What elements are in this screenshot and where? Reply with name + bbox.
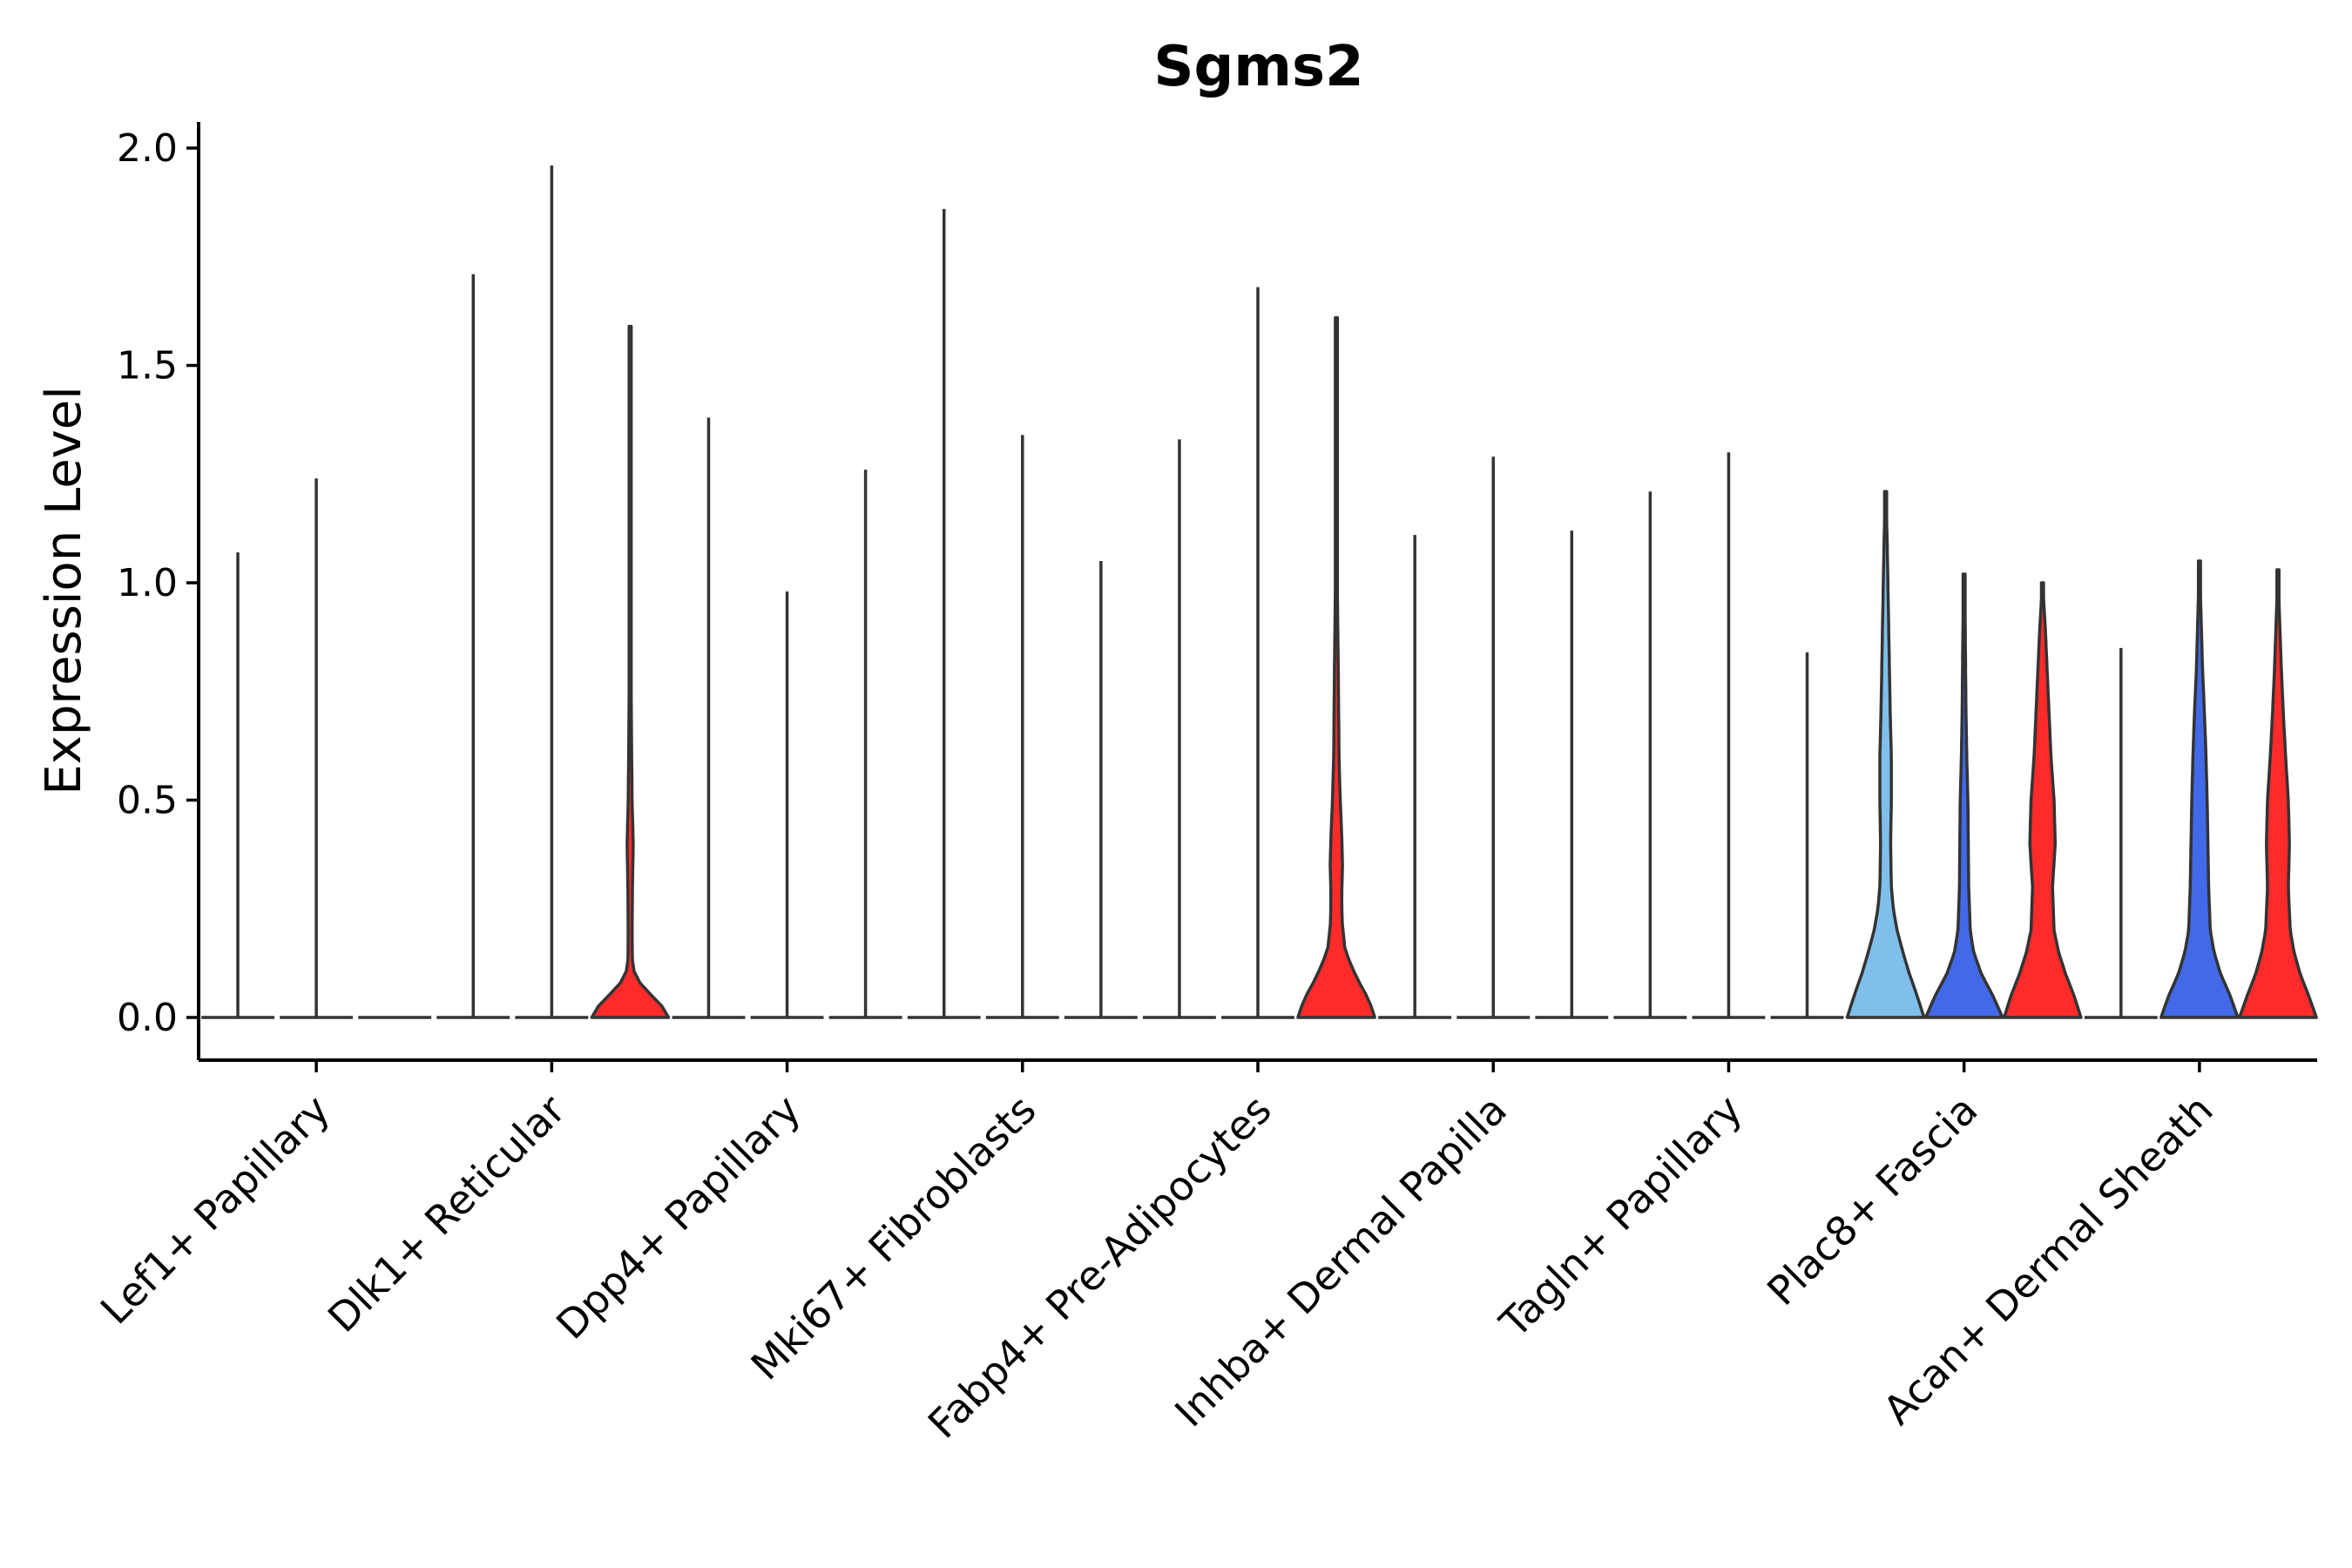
y-tick-label-1: 0.5 <box>117 779 178 823</box>
y-tick-label-3: 1.5 <box>117 344 178 389</box>
x-tick-label-2: Dpp4+ Papillary <box>547 1086 809 1348</box>
violins-layer <box>201 165 2318 1019</box>
violin-1-2 <box>590 324 671 1019</box>
y-tick-label-4: 2.0 <box>117 126 178 171</box>
violin-7-1 <box>1923 572 2004 1019</box>
chart-title: Sgms2 <box>1153 35 1363 99</box>
violin-4-2 <box>1296 315 1376 1019</box>
violin-8-2 <box>2238 568 2318 1019</box>
x-tick-label-1: Dlk1+ Reticular <box>319 1086 574 1342</box>
violin-7-0 <box>1845 490 1926 1019</box>
violin-7-2 <box>2002 581 2083 1019</box>
y-tick-label-0: 0.0 <box>117 996 178 1040</box>
y-tick-label-2: 1.0 <box>117 561 178 605</box>
violin-8-1 <box>2159 559 2240 1019</box>
y-axis-label: Expression Level <box>36 386 92 795</box>
x-tick-label-6: Tagln+ Papillary <box>1490 1086 1752 1348</box>
x-tick-label-7: Plac8+ Fascia <box>1758 1086 1986 1315</box>
x-tick-label-0: Lef1+ Papillary <box>91 1086 339 1334</box>
